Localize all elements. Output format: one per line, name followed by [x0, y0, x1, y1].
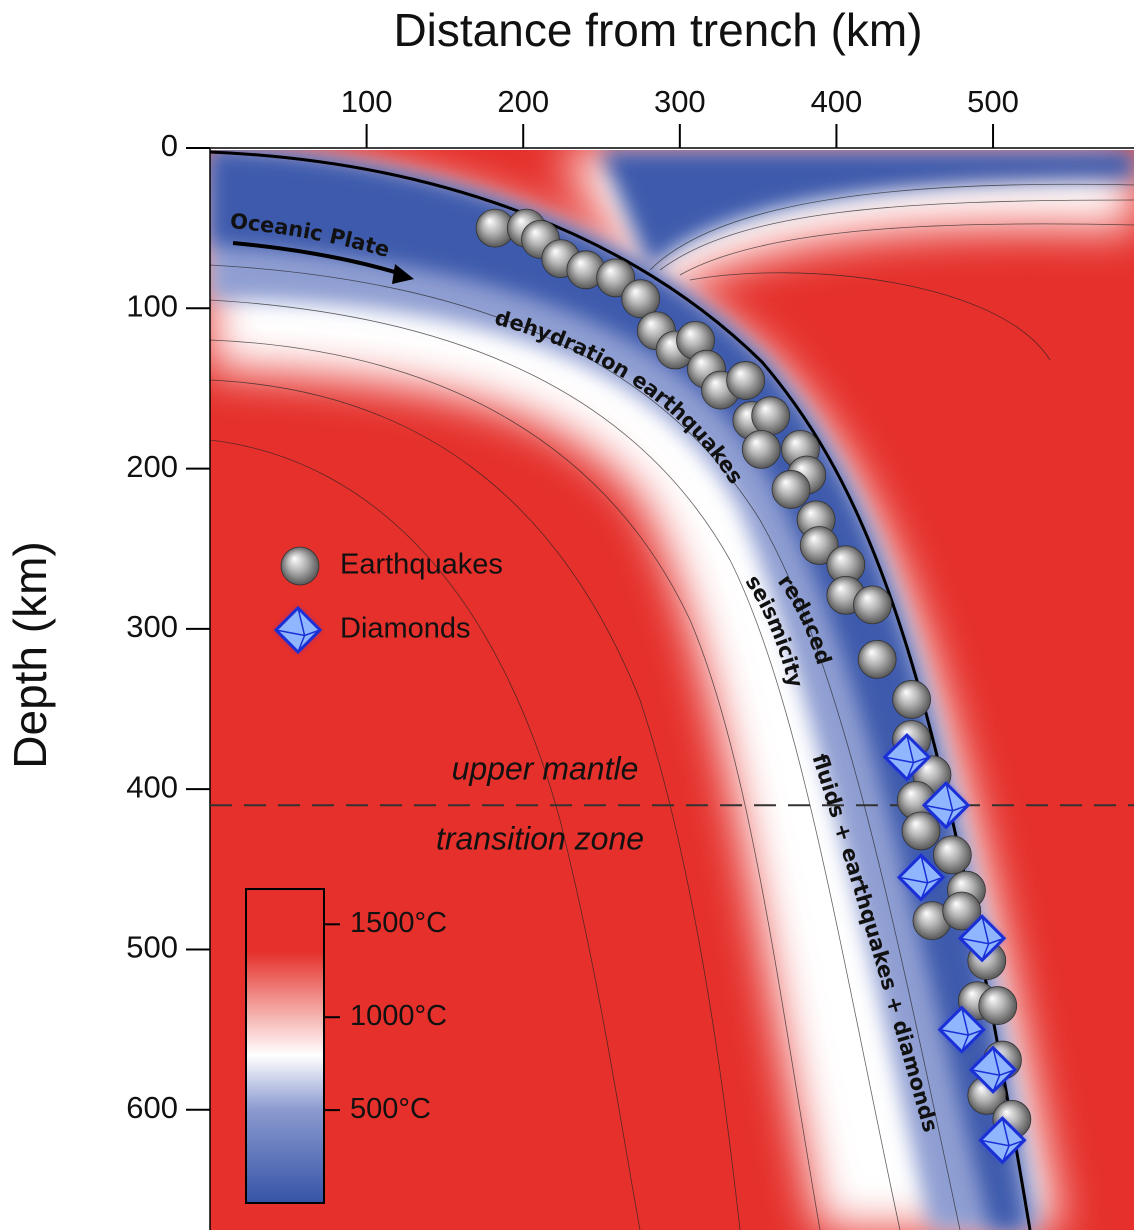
- page: Oceanic Plate dehydration earthquakes re…: [0, 0, 1134, 1230]
- x-tick-label: 300: [654, 84, 706, 119]
- earthquake: [853, 586, 891, 624]
- x-tick-label: 500: [967, 84, 1019, 119]
- colorbar-label: 500°C: [350, 1093, 431, 1125]
- x-tick-label: 100: [341, 84, 393, 119]
- earthquake: [281, 547, 319, 585]
- earthquake: [858, 640, 896, 678]
- zone-label: transition zone: [436, 820, 644, 856]
- earthquake: [933, 836, 971, 874]
- y-tick-label: 300: [126, 609, 178, 644]
- x-tick-label: 200: [497, 84, 549, 119]
- y-tick-label: 500: [126, 930, 178, 965]
- x-tick-label: 400: [811, 84, 863, 119]
- earthquake: [742, 430, 780, 468]
- colorbar-label: 1500°C: [350, 907, 447, 939]
- earthquake: [893, 680, 931, 718]
- y-tick-label: 400: [126, 769, 178, 804]
- earthquake: [772, 470, 810, 508]
- colorbar: [246, 889, 324, 1203]
- earthquake: [979, 987, 1017, 1025]
- x-axis-label: Distance from trench (km): [393, 4, 922, 56]
- y-axis-label: Depth (km): [4, 541, 56, 768]
- zone-label: upper mantle: [452, 750, 639, 786]
- legend-label: Earthquakes: [340, 549, 503, 581]
- y-tick-label: 0: [161, 128, 178, 163]
- colorbar-label: 1000°C: [350, 1000, 447, 1032]
- earthquake: [727, 361, 765, 399]
- figure: Oceanic Plate dehydration earthquakes re…: [0, 0, 1134, 1230]
- earthquake: [752, 397, 790, 435]
- y-tick-label: 100: [126, 288, 178, 323]
- y-tick-label: 600: [126, 1090, 178, 1125]
- legend-label: Diamonds: [340, 613, 471, 645]
- y-tick-label: 200: [126, 449, 178, 484]
